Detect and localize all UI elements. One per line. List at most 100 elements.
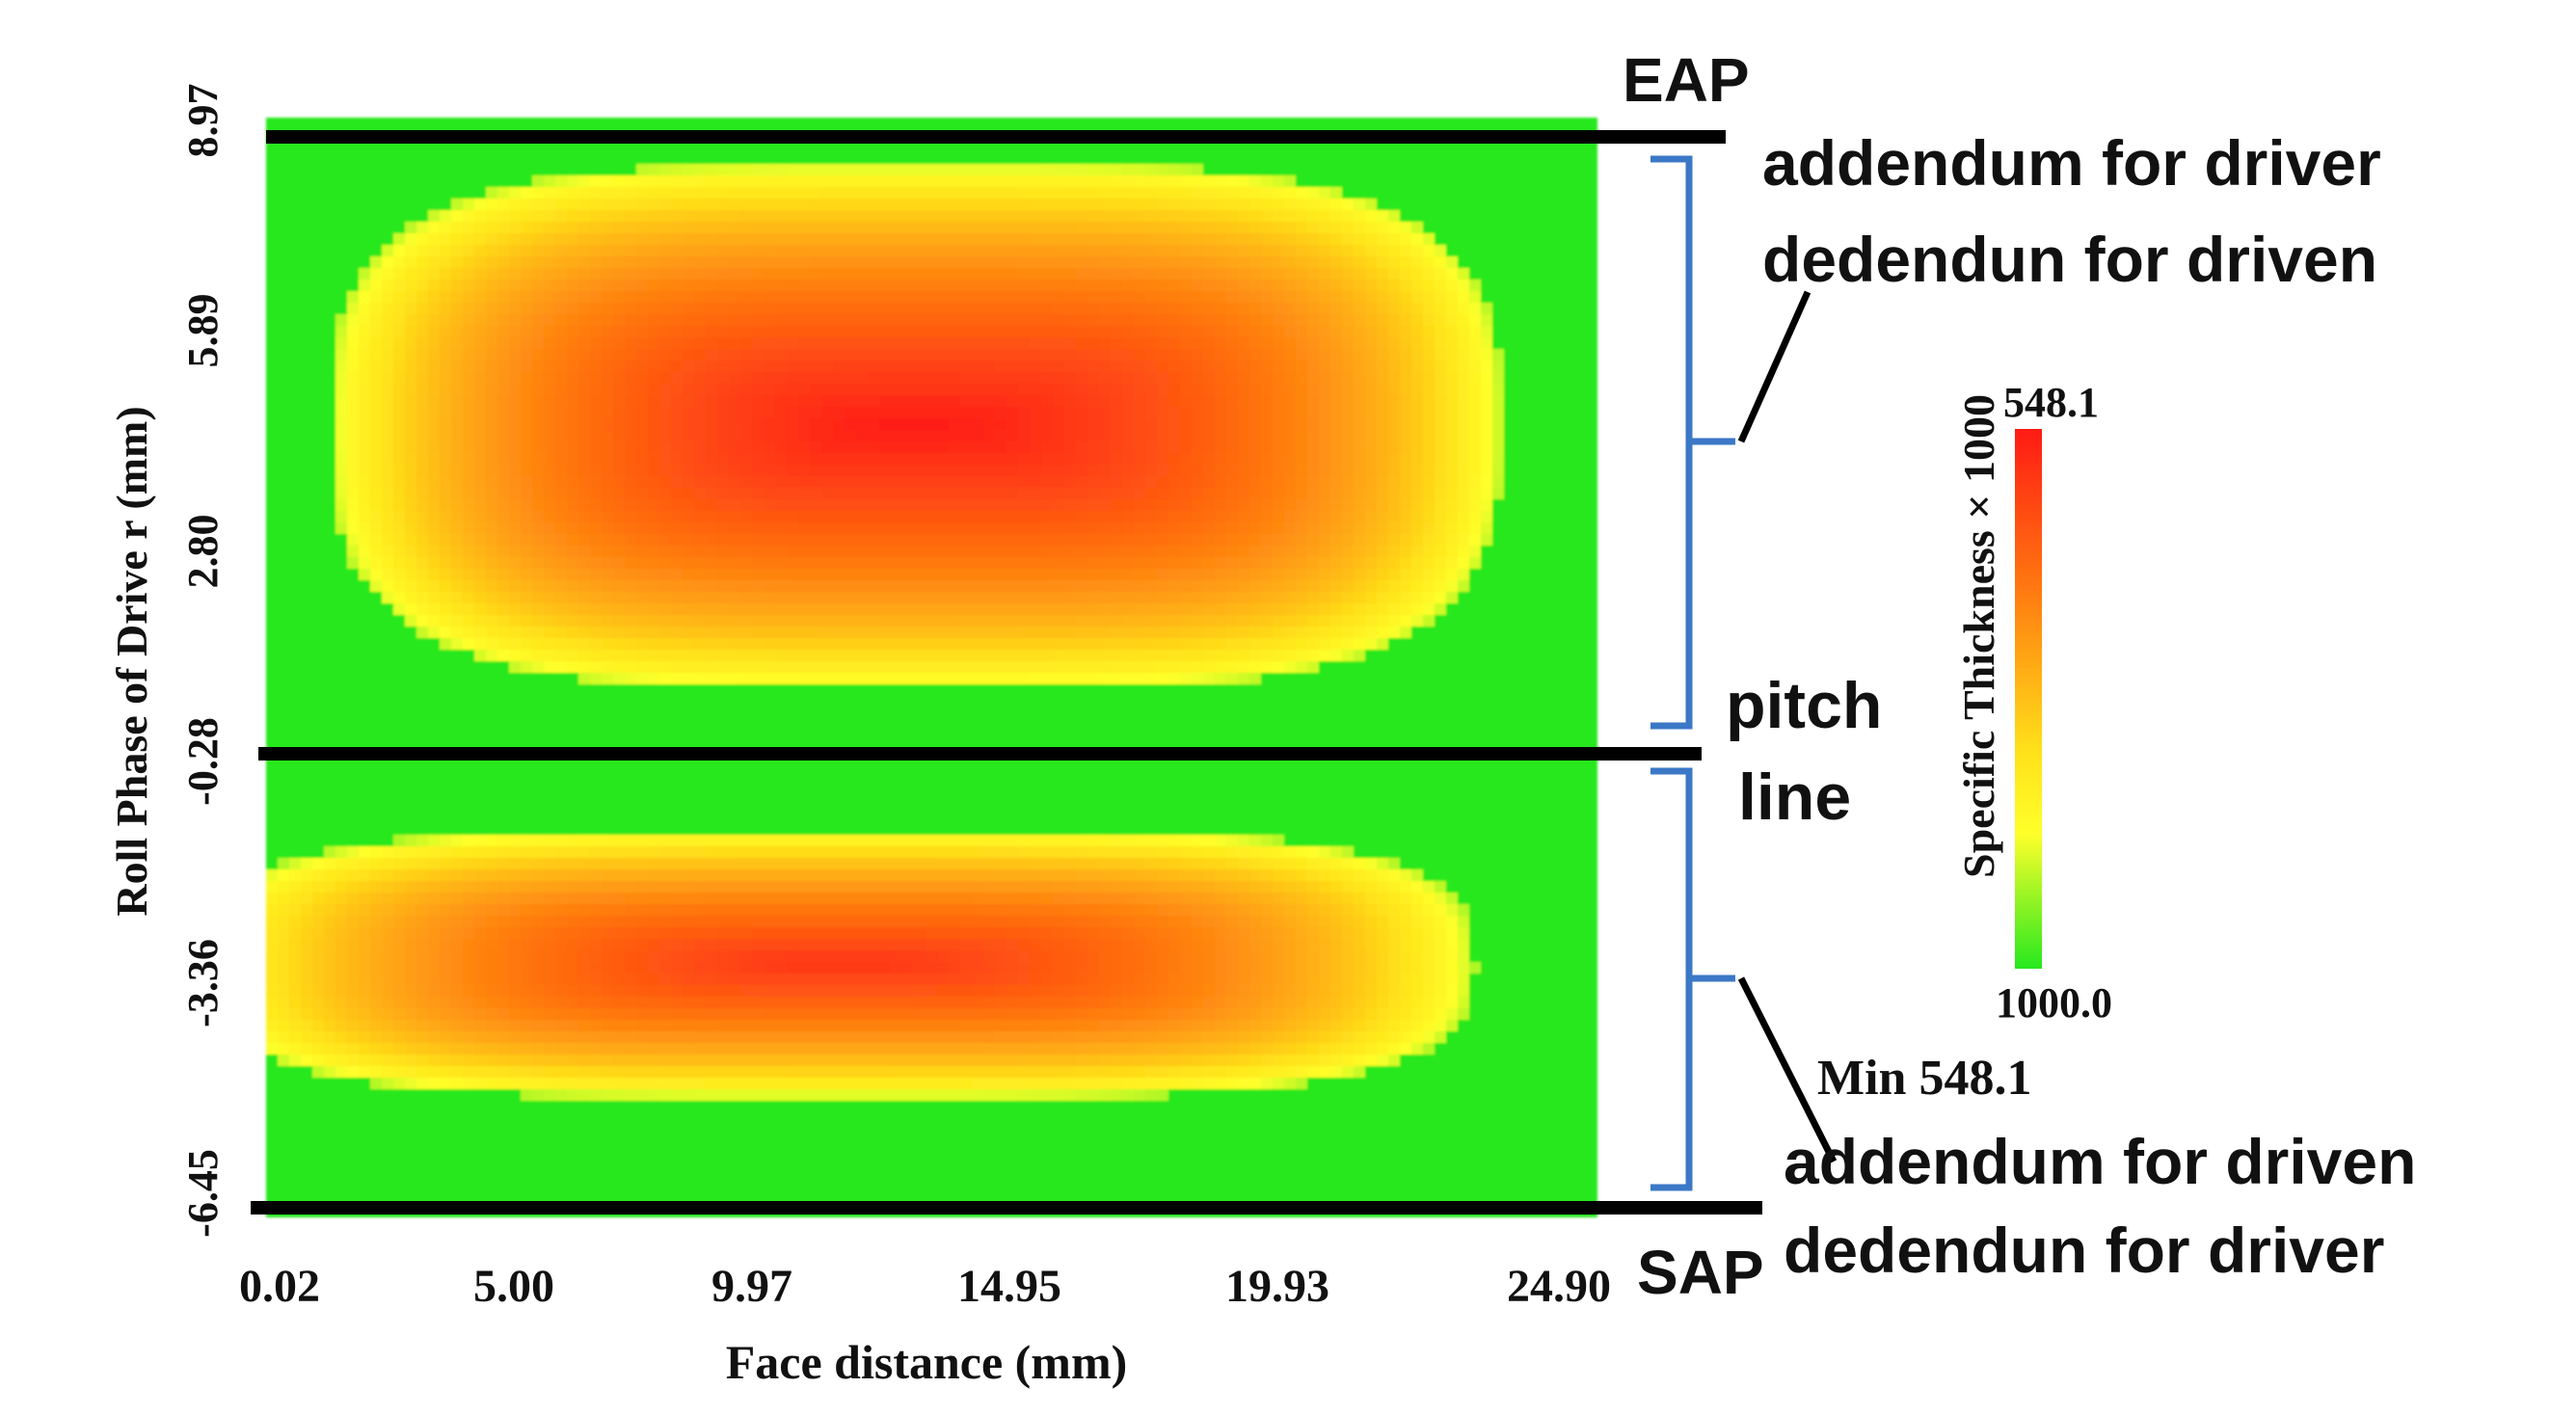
heatmap-cell [1354, 395, 1366, 408]
heatmap-cell [787, 175, 799, 188]
heatmap-cell [509, 465, 522, 477]
heatmap-cell [1342, 222, 1355, 234]
heatmap-cell [752, 511, 765, 523]
heatmap-cell [1492, 522, 1505, 535]
heatmap-cell [1157, 233, 1169, 246]
heatmap-cell [1261, 546, 1274, 558]
heatmap-cell [1365, 245, 1378, 257]
heatmap-cell [1458, 141, 1470, 153]
heatmap-cell [706, 384, 718, 396]
heatmap-cell [1192, 314, 1204, 327]
heatmap-cell [1377, 187, 1389, 200]
heatmap-cell [1041, 175, 1054, 188]
heatmap-cell [683, 291, 695, 304]
heatmap-cell [671, 199, 684, 211]
heatmap-cell [555, 418, 568, 431]
heatmap-cell [335, 465, 348, 477]
heatmap-cell [1469, 349, 1482, 361]
heatmap-cell [405, 557, 417, 570]
heatmap-cell [509, 476, 522, 489]
heatmap-cell [1516, 557, 1528, 570]
heatmap-cell [567, 337, 579, 350]
heatmap-cell [347, 256, 360, 269]
heatmap-cell [497, 337, 510, 350]
heatmap-cell [798, 303, 811, 315]
heatmap-cell [486, 164, 498, 176]
heatmap-cell [1458, 511, 1470, 523]
heatmap-cell [1099, 175, 1112, 188]
heatmap-cell [370, 337, 383, 350]
heatmap-cell [1168, 326, 1181, 338]
heatmap-cell [1099, 256, 1112, 269]
heatmap-cell [694, 603, 707, 616]
heatmap-cell [1539, 476, 1551, 489]
heatmap-cell [914, 326, 926, 338]
heatmap-cell [1203, 603, 1216, 616]
heatmap-cell [856, 522, 869, 535]
heatmap-cell [1226, 488, 1239, 500]
heatmap-cell [1458, 268, 1470, 280]
heatmap-cell [1157, 372, 1169, 385]
heatmap-cell [1122, 280, 1135, 292]
heatmap-cell [625, 199, 637, 211]
heatmap-cell [1469, 592, 1482, 604]
heatmap-cell [752, 233, 765, 246]
heatmap-cell [509, 360, 522, 373]
heatmap-cell [613, 141, 626, 153]
heatmap-cell [1215, 395, 1227, 408]
heatmap-cell [521, 372, 533, 385]
heatmap-cell [1030, 499, 1042, 512]
heatmap-cell [1249, 199, 1262, 211]
heatmap-cell [926, 499, 938, 512]
heatmap-cell [1030, 407, 1042, 419]
heatmap-cell [1087, 592, 1100, 604]
heatmap-cell [278, 418, 290, 431]
heatmap-cell [440, 372, 452, 385]
heatmap-cell [625, 372, 637, 385]
heatmap-cell [1481, 233, 1493, 246]
heatmap-cell [1296, 349, 1308, 361]
heatmap-cell [821, 349, 834, 361]
heatmap-cell [1423, 210, 1436, 223]
heatmap-cell [555, 360, 568, 373]
heatmap-cell [474, 199, 487, 211]
heatmap-cell [1215, 164, 1227, 176]
heatmap-cell [1099, 407, 1112, 419]
heatmap-cell [1111, 233, 1123, 246]
heatmap-cell [1041, 314, 1054, 327]
heatmap-cell [578, 580, 591, 593]
heatmap-cell [1469, 164, 1482, 176]
heatmap-cell [428, 534, 441, 547]
heatmap-cell [289, 280, 302, 292]
heatmap-cell [1365, 511, 1378, 523]
heatmap-cell [1064, 418, 1077, 431]
heatmap-cell [694, 546, 707, 558]
heatmap-cell [266, 453, 279, 466]
heatmap-cell [1122, 569, 1135, 581]
heatmap-cell [1377, 210, 1389, 223]
heatmap-cell [1330, 222, 1343, 234]
heatmap-cell [382, 557, 394, 570]
heatmap-cell [335, 441, 348, 454]
heatmap-cell [370, 407, 383, 419]
heatmap-cell [359, 418, 371, 431]
heatmap-cell [659, 314, 672, 327]
heatmap-cell [868, 199, 880, 211]
heatmap-cell [382, 303, 394, 315]
heatmap-cell [1516, 546, 1528, 558]
heatmap-cell [509, 546, 522, 558]
heatmap-cell [821, 187, 834, 200]
heatmap-cell [1215, 222, 1227, 234]
heatmap-cell [1377, 360, 1389, 373]
heatmap-cell [1180, 603, 1193, 616]
heatmap-cell [1273, 488, 1285, 500]
heatmap-cell [1388, 141, 1401, 153]
heatmap-cell [1030, 268, 1042, 280]
heatmap-cell [509, 418, 522, 431]
heatmap-cell [694, 314, 707, 327]
heatmap-cell [1550, 268, 1563, 280]
heatmap-cell [532, 256, 545, 269]
heatmap-cell [590, 395, 603, 408]
heatmap-cell [1527, 164, 1540, 176]
heatmap-cell [1492, 407, 1505, 419]
